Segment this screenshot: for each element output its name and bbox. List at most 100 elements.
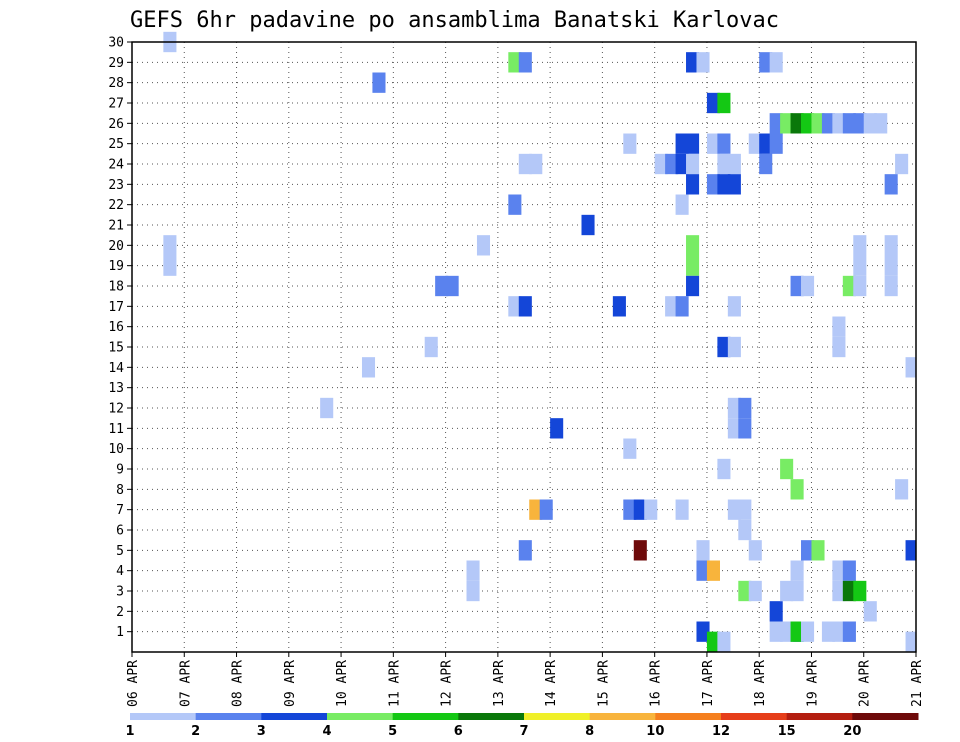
precip-cell <box>706 560 720 581</box>
y-tick-label: 19 <box>108 259 124 274</box>
precip-cell <box>518 52 532 73</box>
y-tick-label: 16 <box>108 320 124 335</box>
x-tick-label: 07 APR <box>178 660 193 707</box>
x-tick-label: 16 APR <box>649 660 664 707</box>
precip-cell <box>738 519 752 541</box>
colorbar-segment <box>852 713 919 720</box>
precip-cell <box>466 560 480 581</box>
y-tick-label: 10 <box>108 442 124 457</box>
y-tick-label: 13 <box>108 381 124 396</box>
precip-cell <box>717 336 731 358</box>
y-tick-label: 5 <box>116 544 124 559</box>
precip-cell <box>884 174 898 195</box>
precip-cell <box>884 235 898 256</box>
precip-cell <box>801 621 815 642</box>
colorbar-label: 3 <box>257 724 266 739</box>
precip-cell <box>905 631 916 652</box>
x-tick-label: 13 APR <box>492 660 507 707</box>
precip-cell <box>727 174 741 195</box>
colorbar-segment <box>786 713 853 720</box>
x-tick-label: 11 APR <box>387 660 402 707</box>
precip-cell <box>361 357 376 378</box>
y-tick-label: 15 <box>108 341 124 356</box>
precip-cell <box>581 214 595 236</box>
x-tick-label: 17 APR <box>701 660 716 707</box>
precip-cell <box>790 580 804 602</box>
colorbar: 1 2 3 4 5 6 7 8 10 12 15 20 <box>125 713 919 739</box>
chart-title: GEFS 6hr padavine po ansamblima Banatski… <box>130 8 779 33</box>
colorbar-label: 10 <box>646 724 664 739</box>
precip-cell <box>748 580 762 602</box>
precip-cell <box>696 540 710 561</box>
precip-cell <box>623 499 637 520</box>
x-tick-label: 06 APR <box>126 660 141 707</box>
precip-cell <box>759 52 773 73</box>
precip-cell <box>717 92 731 114</box>
precip-cell <box>706 174 720 195</box>
colorbar-label: 2 <box>191 724 200 739</box>
y-tick-label: 11 <box>108 422 124 437</box>
precip-cell <box>874 113 888 134</box>
precip-cell <box>853 255 867 276</box>
precip-cell <box>623 133 637 154</box>
x-tick-label: 09 APR <box>283 660 298 707</box>
y-tick-label: 3 <box>116 585 124 600</box>
precip-cell <box>675 194 689 215</box>
precip-cell <box>727 336 741 358</box>
precip-cell <box>706 92 720 114</box>
precip-cell <box>738 580 752 602</box>
precip-cell <box>801 540 815 561</box>
y-tick-label: 9 <box>116 463 124 478</box>
precip-cell <box>665 153 679 175</box>
precip-cell <box>769 601 783 622</box>
y-tick-label: 18 <box>108 280 124 295</box>
y-tick-label: 7 <box>116 503 124 518</box>
y-tick-label: 23 <box>108 178 124 193</box>
colorbar-segment <box>195 713 262 720</box>
precip-cell <box>863 601 877 622</box>
y-tick-label: 2 <box>116 605 124 620</box>
precip-cell <box>748 133 762 154</box>
precip-cell <box>895 153 909 175</box>
y-tick-label: 20 <box>108 239 124 254</box>
precip-cell <box>633 540 647 561</box>
precip-cell <box>769 621 783 642</box>
precip-cell <box>853 235 867 256</box>
precip-cell <box>529 153 543 175</box>
x-tick-label: 12 APR <box>440 660 455 707</box>
y-tick-label: 8 <box>116 483 124 498</box>
precip-cell <box>686 153 700 175</box>
precip-cell <box>759 153 773 175</box>
precip-cell <box>727 418 741 439</box>
colorbar-segment <box>524 713 591 720</box>
y-tick-label: 24 <box>108 158 124 173</box>
precip-cell <box>832 621 846 642</box>
precip-cell <box>853 580 867 602</box>
precip-cell <box>821 113 835 134</box>
precip-cell <box>706 631 720 652</box>
precip-cell <box>696 621 710 642</box>
precip-cell <box>821 621 835 642</box>
precip-cell <box>665 296 679 317</box>
precip-cell <box>476 235 491 256</box>
x-tick-label: 20 APR <box>858 660 873 707</box>
precip-cell <box>884 255 898 276</box>
y-tick-label: 28 <box>108 76 124 91</box>
precip-cell <box>675 499 689 520</box>
precip-cell <box>759 133 773 154</box>
y-tick-label: 25 <box>108 137 124 152</box>
precip-cell <box>738 397 752 419</box>
y-tick-label: 17 <box>108 300 124 315</box>
precip-cell <box>832 113 846 134</box>
precip-cell <box>727 153 741 175</box>
colorbar-label: 4 <box>322 724 331 739</box>
precip-cell <box>832 316 846 337</box>
heatmap-cells <box>163 31 916 652</box>
precip-cell <box>905 357 916 378</box>
precip-cell <box>832 336 846 358</box>
precip-cell <box>748 540 762 561</box>
precip-cell <box>842 113 856 134</box>
precip-cell <box>842 560 856 581</box>
x-tick-label: 21 APR <box>910 660 925 707</box>
x-tick-label: 14 APR <box>544 660 559 707</box>
